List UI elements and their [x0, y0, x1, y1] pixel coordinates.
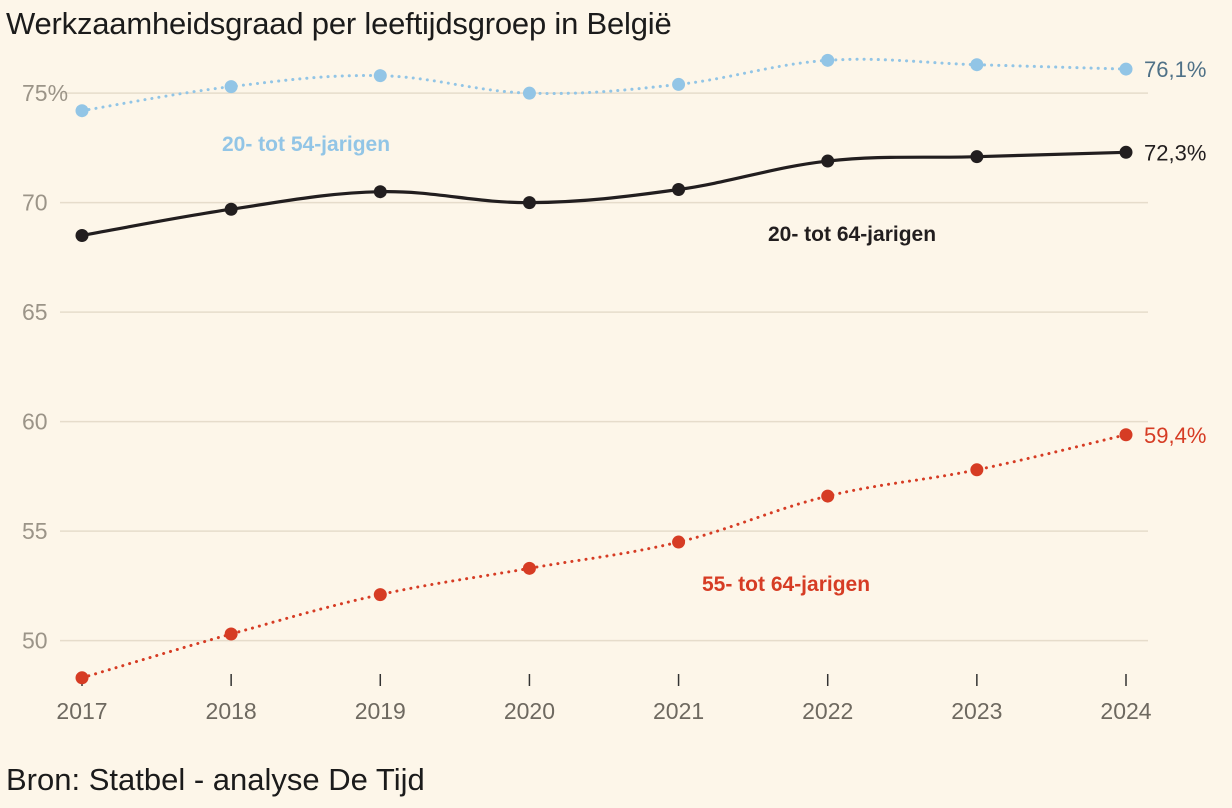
x-tick-label: 2020: [504, 698, 555, 724]
series-3-point: [1119, 428, 1133, 442]
series-1-point: [672, 77, 686, 91]
y-tick-label: 55: [22, 518, 48, 544]
series-3-point: [224, 627, 238, 641]
x-tick-label: 2017: [56, 698, 107, 724]
series-1-point: [821, 53, 835, 67]
y-tick-label: 50: [22, 628, 48, 654]
series-1-point: [75, 104, 89, 118]
series-1-end-label: 76,1%: [1144, 57, 1206, 82]
series-1-line: [80, 57, 1128, 113]
y-tick-label: 75%: [22, 80, 68, 106]
x-tick-label: 2024: [1100, 698, 1151, 724]
line-chart: 50 55 60 65 70 75% 2017 2018 2019 2020 2021 2022 202…: [22, 53, 1206, 724]
series-3-end-label: 59,4%: [1144, 423, 1206, 448]
series-2-point: [1119, 145, 1133, 159]
y-tick-label: 65: [22, 299, 48, 325]
series-2-point: [672, 183, 686, 197]
series-1-point: [970, 58, 984, 72]
series-2-point: [224, 202, 238, 216]
x-tick-label: 2023: [951, 698, 1002, 724]
series-1-point: [373, 69, 387, 83]
series-1-point: [522, 86, 536, 100]
series-1-name-label: 20- tot 54-jarigen: [222, 133, 390, 156]
series-3-point: [373, 588, 387, 602]
series-2-point: [75, 229, 89, 242]
series-2-point: [821, 154, 835, 168]
grid-layer: [60, 92, 1148, 642]
series-layer: [75, 53, 1133, 685]
y-tick-label: 70: [22, 190, 48, 216]
x-tick-label: 2022: [802, 698, 853, 724]
chart-title: Werkzaamheidsgraad per leeftijdsgroep in…: [6, 6, 672, 41]
series-2-name-label: 20- tot 64-jarigen: [768, 223, 936, 246]
y-tick-label: 60: [22, 409, 48, 435]
x-tick-label: 2019: [355, 698, 406, 724]
x-tick-label: 2018: [206, 698, 257, 724]
x-tick-label: 2021: [653, 698, 704, 724]
series-3-point: [522, 561, 536, 575]
series-2-point: [970, 150, 984, 164]
series-1-point: [224, 80, 238, 94]
series-3-point: [75, 671, 89, 685]
source-note: Bron: Statbel - analyse De Tijd: [6, 762, 425, 797]
series-3-line: [80, 433, 1128, 680]
series-1-point: [1119, 62, 1133, 76]
series-2-point: [522, 196, 536, 210]
series-3-name-label: 55- tot 64-jarigen: [702, 573, 870, 596]
label-layer: 20- tot 54-jarigen 76,1% 20- tot 64-jarige…: [222, 57, 1206, 596]
series-2-line: [80, 150, 1128, 238]
series-2-point: [373, 185, 387, 199]
series-3-point: [970, 463, 984, 477]
series-3-point: [672, 535, 686, 549]
series-3-point: [821, 489, 835, 503]
series-2-end-label: 72,3%: [1144, 140, 1206, 165]
axis-layer: 50 55 60 65 70 75% 2017 2018 2019 2020 2021 2022 202…: [22, 80, 1152, 724]
